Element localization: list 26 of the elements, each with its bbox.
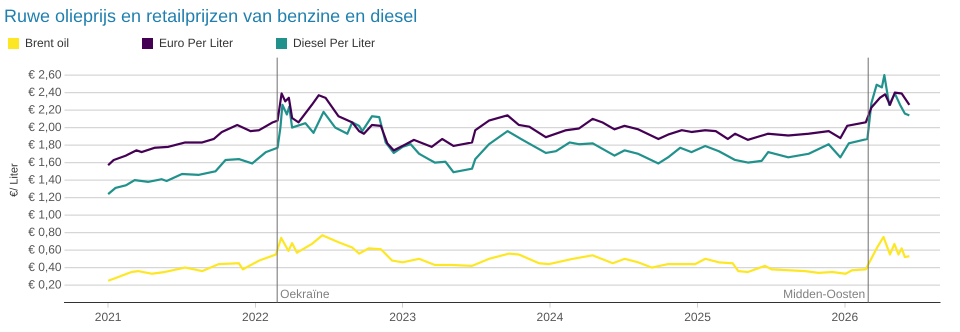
x-tick-label: 2026	[831, 310, 858, 324]
y-axis-title: €/ Liter	[8, 162, 21, 197]
y-tick-label: € 0,40	[28, 260, 62, 274]
y-tick-label: € 2,00	[28, 120, 62, 134]
legend-label: Diesel Per Liter	[293, 36, 376, 50]
y-tick-label: € 0,60	[28, 242, 62, 256]
chart-title: Ruwe olieprijs en retailprijzen van benzine en diesel	[4, 6, 418, 26]
y-tick-label: € 1,00	[28, 207, 62, 222]
x-tick-label: 2025	[684, 310, 712, 324]
x-tick-label: 2022	[242, 310, 270, 324]
y-tick-label: € 1,80	[28, 137, 62, 152]
y-tick-label: € 2,40	[28, 84, 62, 99]
ref-line-label: Oekraïne	[280, 286, 330, 301]
y-tick-label: € 1,40	[28, 172, 62, 186]
y-tick-label: € 1,20	[28, 190, 62, 204]
x-tick-label: 2021	[94, 310, 122, 324]
x-tick-label: 2023	[389, 310, 416, 324]
x-tick-label: 2024	[536, 310, 564, 324]
y-tick-label: € 0,20	[28, 277, 62, 292]
ref-line-label: Midden-Oosten	[783, 286, 866, 301]
y-tick-label: € 2,20	[28, 102, 62, 116]
y-tick-label: € 2,60	[28, 67, 62, 82]
legend-label: Euro Per Liter	[159, 36, 234, 50]
y-tick-label: € 1,60	[28, 154, 62, 169]
y-tick-label: € 0,80	[28, 224, 62, 239]
legend-label: Brent oil	[25, 36, 70, 50]
